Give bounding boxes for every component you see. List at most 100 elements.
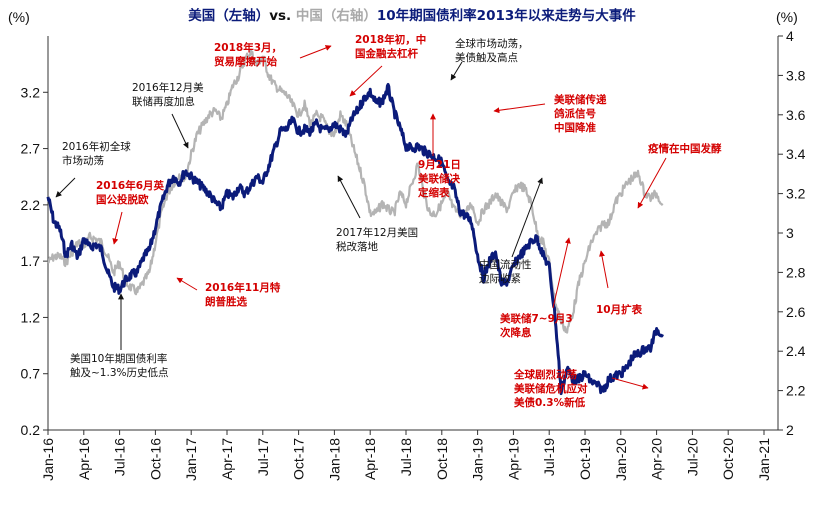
annotation-line: 9月21日: [418, 159, 461, 171]
x-tick-label: Jul-17: [255, 438, 271, 476]
annotation-line: 美债触及高点: [455, 51, 518, 64]
x-tick-label: Oct-18: [434, 438, 450, 480]
arrow-china-liquidity: [511, 177, 543, 258]
right-axis-ticks: 2 2.2 2.4 2.6 2.8 3 3.2 3.4 3.6 3.8 4: [778, 28, 806, 438]
annotation-line: 中国流动性: [479, 258, 532, 271]
annotation-line: 美联储7~9月3: [500, 312, 573, 325]
arrow-2016-early: [55, 177, 76, 198]
us-yield-line: [46, 83, 664, 396]
arrow-2016-nov: [176, 277, 198, 291]
left-tick-label: 0.7: [21, 366, 41, 382]
x-tick-label: Jan-20: [613, 438, 629, 481]
right-tick-label: 2.2: [786, 383, 806, 399]
x-tick-label: Jul-18: [398, 438, 414, 476]
left-tick-label: 1.2: [21, 309, 41, 325]
arrow-2017-dec: [337, 175, 361, 219]
annotation-line: 2017年12月美国: [336, 226, 418, 239]
right-tick-label: 2.6: [786, 304, 806, 320]
annotation-line: 鸽派信号: [554, 107, 596, 120]
annotation-line: 美联储决: [418, 172, 460, 185]
arrow-2016-dec: [171, 113, 189, 149]
left-tick-label: 2.2: [21, 197, 41, 213]
annotation-line: 定缩表: [417, 186, 450, 199]
annotation-line: 2018年3月，: [214, 41, 282, 54]
annotation-line: 10月扩表: [596, 303, 643, 316]
x-tick-label: Jan-18: [326, 438, 342, 481]
x-tick-label: Apr-18: [362, 438, 378, 480]
ann-global-turmoil: 全球市场动荡，美债触及高点: [455, 37, 529, 64]
annotation-line: 边际收紧: [479, 272, 521, 285]
right-tick-label: 3.6: [786, 107, 806, 123]
arrow-2016-jun: [112, 211, 123, 245]
x-tick-label: Jan-16: [40, 438, 56, 481]
x-tick-label: Jul-16: [112, 438, 128, 476]
annotation-line: 市场动荡: [62, 154, 104, 167]
x-tick-label: Oct-19: [577, 438, 593, 480]
right-axis-unit: (%): [776, 9, 798, 25]
x-tick-label: Jan-21: [756, 438, 772, 481]
annotation-line: 美国10年期国债利率: [70, 352, 167, 365]
annotation-line: 2016年初全球: [62, 140, 131, 153]
annotation-line: 国金融去杠杆: [355, 47, 418, 60]
right-tick-label: 3.2: [786, 186, 806, 202]
annotation-line: 朗普胜选: [205, 295, 247, 308]
x-tick-label: Apr-16: [76, 438, 92, 480]
left-axis-ticks: 0.2 0.7 1.2 1.7 2.2 2.7 3.2: [21, 84, 48, 438]
annotation-line: 美联储传递: [554, 93, 607, 106]
annotation-line: 2016年11月特: [205, 281, 281, 294]
arrow-2018-mar: [299, 45, 332, 59]
ann-covid-china: 疫情在中国发酵: [648, 142, 722, 155]
ann-2018-mar: 2018年3月，贸易摩擦开始: [214, 41, 282, 68]
title-part-main: 10年期国债利率2013年以来走势与大事件: [377, 7, 636, 24]
annotation-line: 贸易摩擦开始: [214, 55, 277, 68]
right-tick-label: 3.4: [786, 146, 806, 162]
arrow-fed-cuts: [552, 237, 571, 309]
title-part-us: 美国（左轴）: [188, 7, 269, 24]
annotation-line: 美债0.3%新低: [514, 396, 586, 409]
arrow-fed-dovish: [493, 103, 546, 114]
annotation-line: 触及~1.3%历史低点: [70, 366, 168, 379]
china-yield-line: [47, 48, 664, 334]
right-tick-label: 3: [786, 225, 794, 241]
x-tick-label: Oct-16: [147, 438, 163, 480]
x-tick-label: Apr-17: [219, 438, 235, 480]
annotation-line: 全球市场动荡，: [455, 37, 529, 50]
right-tick-label: 2.4: [786, 343, 806, 359]
annotation-line: 美联储危机应对: [514, 382, 588, 395]
annotation-line: 2016年12月美: [132, 81, 204, 94]
left-axis-unit: (%): [8, 9, 30, 25]
annotation-line: 税改落地: [336, 240, 378, 253]
right-tick-label: 2: [786, 422, 794, 438]
x-tick-label: Jan-19: [470, 438, 486, 481]
annotation-line: 国公投脱欧: [96, 193, 149, 206]
arrow-covid-china: [637, 157, 667, 209]
annotation-line: 中国降准: [554, 121, 596, 134]
x-tick-label: Apr-19: [505, 438, 521, 480]
left-tick-label: 3.2: [21, 84, 41, 100]
x-tick-label: Oct-20: [720, 438, 736, 480]
annotation-line: 疫情在中国发酵: [648, 142, 722, 155]
arrow-global-turmoil: [450, 61, 463, 81]
annotation-line: 次降息: [500, 326, 532, 339]
annotation-line: 2016年6月英: [96, 179, 165, 192]
right-tick-label: 4: [786, 28, 794, 44]
x-tick-label: Oct-17: [291, 438, 307, 480]
arrow-2018-early: [349, 65, 383, 97]
title-part-vs: vs.: [269, 8, 296, 24]
title-part-cn: 中国（右轴）: [296, 7, 377, 24]
right-tick-label: 2.8: [786, 264, 806, 280]
x-tick-label: Apr-20: [649, 438, 665, 480]
left-tick-label: 2.7: [21, 141, 41, 157]
x-axis-ticks: Jan-16 Apr-16 Jul-16 Oct-16 Jan-17 Apr-17 Jul-…: [40, 430, 772, 481]
